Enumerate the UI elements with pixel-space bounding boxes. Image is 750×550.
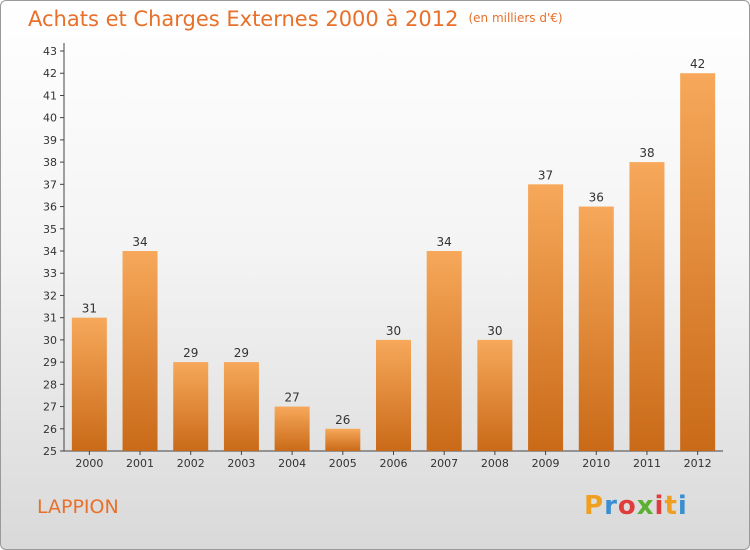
x-tick-label: 2008	[481, 457, 509, 470]
y-tick-label: 38	[43, 156, 57, 169]
x-tick-label: 2004	[278, 457, 306, 470]
x-tick-label: 2003	[227, 457, 255, 470]
bar-2004[interactable]	[274, 406, 310, 451]
bar-2011[interactable]	[629, 162, 665, 451]
bar-2005[interactable]	[325, 428, 361, 451]
data-label: 38	[639, 146, 654, 160]
bar-2010[interactable]	[578, 206, 614, 451]
y-tick-label: 33	[43, 267, 57, 280]
bar-2012[interactable]	[680, 73, 716, 451]
chart-title: Achats et Charges Externes 2000 à 2012 (e…	[28, 7, 563, 31]
bar-2007[interactable]	[426, 251, 462, 451]
y-tick-label: 25	[43, 445, 57, 458]
data-label: 29	[183, 346, 198, 360]
data-label: 42	[690, 57, 705, 71]
logo-letter: t	[664, 491, 678, 521]
data-label: 31	[82, 302, 97, 316]
x-tick-label: 2011	[633, 457, 661, 470]
logo-letter: P	[584, 491, 605, 521]
y-tick-label: 40	[43, 112, 57, 125]
proxiti-logo[interactable]: Proxiti	[584, 491, 688, 521]
bar-2001[interactable]	[122, 251, 158, 451]
logo-letter: i	[677, 491, 688, 521]
y-tick-label: 27	[43, 401, 57, 414]
bar-2000[interactable]	[71, 317, 107, 451]
x-tick-label: 2005	[329, 457, 357, 470]
x-tick-label: 2006	[380, 457, 408, 470]
bar-2003[interactable]	[223, 362, 259, 451]
data-label: 34	[132, 235, 147, 249]
y-tick-label: 32	[43, 289, 57, 302]
bar-2002[interactable]	[173, 362, 209, 451]
x-tick-label: 2000	[75, 457, 103, 470]
commune-name: LAPPION	[37, 496, 119, 518]
bar-2008[interactable]	[477, 339, 513, 451]
x-tick-label: 2009	[532, 457, 560, 470]
x-tick-label: 2007	[430, 457, 458, 470]
logo-letter: r	[604, 491, 618, 521]
data-label: 30	[386, 324, 401, 338]
logo-letter: x	[636, 491, 655, 521]
bar-2009[interactable]	[528, 184, 564, 452]
logo-letter: i	[654, 491, 665, 521]
y-tick-label: 37	[43, 178, 57, 191]
chart-subtitle: (en milliers d'€)	[468, 11, 563, 25]
y-tick-label: 35	[43, 223, 57, 236]
y-tick-label: 39	[43, 134, 57, 147]
y-tick-label: 31	[43, 312, 57, 325]
y-tick-label: 43	[43, 45, 57, 58]
x-tick-label: 2001	[126, 457, 154, 470]
data-label: 26	[335, 413, 350, 427]
y-tick-label: 41	[43, 89, 57, 102]
y-tick-label: 29	[43, 356, 57, 369]
x-tick-label: 2010	[582, 457, 610, 470]
data-label: 29	[234, 346, 249, 360]
data-label: 37	[538, 168, 553, 182]
x-tick-label: 2002	[177, 457, 205, 470]
data-label: 27	[284, 391, 299, 405]
logo-letter: o	[617, 491, 637, 521]
bar-2006[interactable]	[376, 339, 411, 451]
y-tick-label: 26	[43, 423, 57, 436]
chart-title-text: Achats et Charges Externes 2000 à 2012	[28, 7, 459, 31]
y-tick-label: 30	[43, 334, 57, 347]
data-label: 30	[487, 324, 502, 338]
data-label: 36	[589, 191, 604, 205]
data-label: 34	[437, 235, 452, 249]
y-tick-label: 42	[43, 67, 57, 80]
x-tick-label: 2012	[684, 457, 712, 470]
y-tick-label: 34	[43, 245, 57, 258]
y-tick-label: 28	[43, 378, 57, 391]
y-tick-label: 36	[43, 201, 57, 214]
